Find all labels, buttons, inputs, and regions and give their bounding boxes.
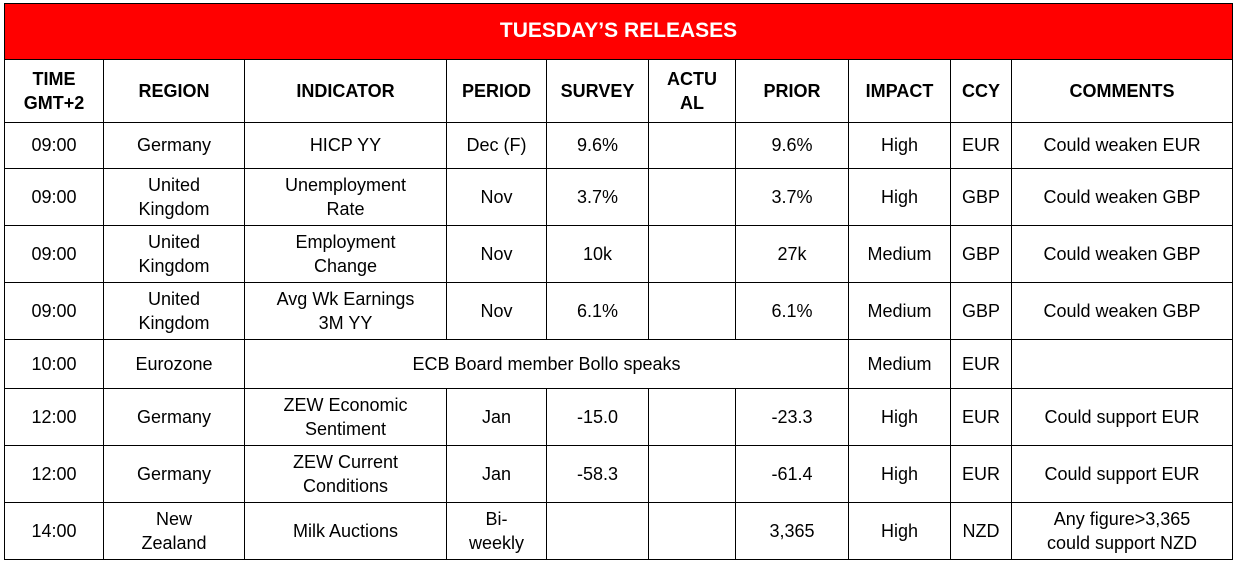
cell-survey: 6.1% <box>546 282 649 340</box>
cell-region: New Zealand <box>103 502 245 560</box>
table-title: TUESDAY’S RELEASES <box>3 3 1234 60</box>
cell-impact: Medium <box>848 282 951 340</box>
cell-comments: Could weaken GBP <box>1010 168 1234 226</box>
cell-ccy: EUR <box>950 445 1012 503</box>
table-row: 09:00 United Kingdom Avg Wk Earnings 3M YY No… <box>4 282 1234 340</box>
table-row: 12:00 Germany ZEW Current Conditions Jan -58.… <box>4 445 1234 503</box>
cell-period: Nov <box>446 225 547 283</box>
header-region: REGION <box>103 59 245 123</box>
cell-prior: 3.7% <box>735 168 849 226</box>
cell-period: Nov <box>446 168 547 226</box>
cell-ccy: EUR <box>950 122 1012 169</box>
cell-comments: Could weaken GBP <box>1010 225 1234 283</box>
cell-region: United Kingdom <box>103 225 245 283</box>
cell-time: 09:00 <box>4 122 104 169</box>
header-time: TIME GMT+2 <box>4 59 104 123</box>
cell-impact: High <box>848 168 951 226</box>
table-row: 09:00 Germany HICP YY Dec (F) 9.6% 9.6% High EU… <box>4 122 1234 169</box>
cell-actual <box>648 388 736 446</box>
cell-impact: High <box>848 388 951 446</box>
cell-comments: Could weaken GBP <box>1010 282 1234 340</box>
cell-comments: Could support EUR <box>1010 388 1234 446</box>
cell-prior: 9.6% <box>735 122 849 169</box>
cell-impact: Medium <box>848 339 951 389</box>
cell-ccy: GBP <box>950 282 1012 340</box>
cell-indicator: Milk Auctions <box>244 502 447 560</box>
cell-comments: Could support EUR <box>1010 445 1234 503</box>
header-survey: SURVEY <box>546 59 649 123</box>
cell-time: 09:00 <box>4 168 104 226</box>
cell-time: 12:00 <box>4 445 104 503</box>
cell-indicator: ZEW Economic Sentiment <box>244 388 447 446</box>
cell-indicator: Employment Change <box>244 225 447 283</box>
cell-comments: Any figure>3,365 could support NZD <box>1010 502 1234 560</box>
cell-indicator: Avg Wk Earnings 3M YY <box>244 282 447 340</box>
cell-prior: 27k <box>735 225 849 283</box>
cell-ccy: EUR <box>950 339 1012 389</box>
cell-time: 09:00 <box>4 225 104 283</box>
cell-indicator: HICP YY <box>244 122 447 169</box>
header-actual: ACTU AL <box>648 59 736 123</box>
cell-indicator: Unemployment Rate <box>244 168 447 226</box>
cell-event: ECB Board member Bollo speaks <box>244 339 849 389</box>
cell-comments <box>1010 339 1234 389</box>
cell-period: Bi-weekly <box>446 502 547 560</box>
header-comments: COMMENTS <box>1010 59 1234 123</box>
header-ccy: CCY <box>950 59 1012 123</box>
cell-actual <box>648 122 736 169</box>
cell-actual <box>648 168 736 226</box>
releases-panel: TUESDAY’S RELEASES TIME GMT+2 REGION INDI… <box>3 3 1234 560</box>
header-impact: IMPACT <box>848 59 951 123</box>
cell-region: United Kingdom <box>103 282 245 340</box>
cell-period: Nov <box>446 282 547 340</box>
table-row: 09:00 United Kingdom Unemployment Rate Nov 3.7… <box>4 168 1234 226</box>
cell-period: Jan <box>446 388 547 446</box>
releases-table: TUESDAY’S RELEASES TIME GMT+2 REGION INDI… <box>3 3 1234 560</box>
cell-impact: High <box>848 502 951 560</box>
cell-period: Dec (F) <box>446 122 547 169</box>
cell-period: Jan <box>446 445 547 503</box>
cell-actual <box>648 282 736 340</box>
cell-survey <box>546 502 649 560</box>
cell-prior: -61.4 <box>735 445 849 503</box>
table-row: 10:00 Eurozone ECB Board member Bollo spea… <box>4 339 1234 389</box>
cell-ccy: NZD <box>950 502 1012 560</box>
cell-prior: 6.1% <box>735 282 849 340</box>
cell-time: 14:00 <box>4 502 104 560</box>
header-indicator: INDICATOR <box>244 59 447 123</box>
cell-actual <box>648 502 736 560</box>
table-row: 14:00 New Zealand Milk Auctions Bi-weekly 3,3… <box>4 502 1234 560</box>
cell-survey: 10k <box>546 225 649 283</box>
cell-region: Germany <box>103 388 245 446</box>
cell-time: 09:00 <box>4 282 104 340</box>
cell-time: 10:00 <box>4 339 104 389</box>
cell-comments: Could weaken EUR <box>1010 122 1234 169</box>
header-prior: PRIOR <box>735 59 849 123</box>
cell-prior: 3,365 <box>735 502 849 560</box>
cell-survey: -58.3 <box>546 445 649 503</box>
cell-ccy: GBP <box>950 225 1012 283</box>
cell-region: Germany <box>103 445 245 503</box>
cell-region: Eurozone <box>103 339 245 389</box>
cell-impact: High <box>848 122 951 169</box>
cell-survey: 3.7% <box>546 168 649 226</box>
cell-survey: -15.0 <box>546 388 649 446</box>
cell-prior: -23.3 <box>735 388 849 446</box>
cell-actual <box>648 225 736 283</box>
table-row: 09:00 United Kingdom Employment Change Nov 10k… <box>4 225 1234 283</box>
table-body: 09:00 Germany HICP YY Dec (F) 9.6% 9.6% High EU… <box>4 122 1234 560</box>
cell-indicator: ZEW Current Conditions <box>244 445 447 503</box>
cell-ccy: GBP <box>950 168 1012 226</box>
cell-impact: High <box>848 445 951 503</box>
cell-time: 12:00 <box>4 388 104 446</box>
table-row: 12:00 Germany ZEW Economic Sentiment Jan -15.… <box>4 388 1234 446</box>
header-period: PERIOD <box>446 59 547 123</box>
cell-impact: Medium <box>848 225 951 283</box>
cell-actual <box>648 445 736 503</box>
cell-survey: 9.6% <box>546 122 649 169</box>
cell-region: United Kingdom <box>103 168 245 226</box>
cell-ccy: EUR <box>950 388 1012 446</box>
cell-region: Germany <box>103 122 245 169</box>
